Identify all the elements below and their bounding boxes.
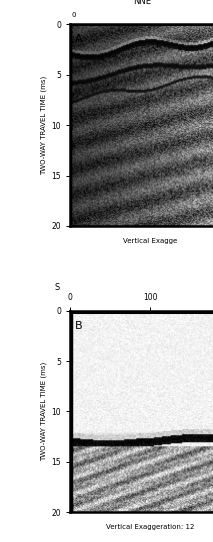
Y-axis label: TWO-WAY TRAVEL TIME (ms): TWO-WAY TRAVEL TIME (ms): [41, 75, 47, 175]
Text: A: A: [75, 35, 83, 44]
Y-axis label: TWO-WAY TRAVEL TIME (ms): TWO-WAY TRAVEL TIME (ms): [41, 362, 47, 461]
Text: 0: 0: [72, 12, 76, 18]
Text: S: S: [55, 283, 60, 293]
Text: B: B: [75, 321, 83, 331]
Text: Vertical Exaggeration: 12: Vertical Exaggeration: 12: [106, 524, 194, 530]
Text: Vertical Exagge: Vertical Exagge: [123, 238, 177, 244]
Text: NNE: NNE: [133, 0, 151, 7]
